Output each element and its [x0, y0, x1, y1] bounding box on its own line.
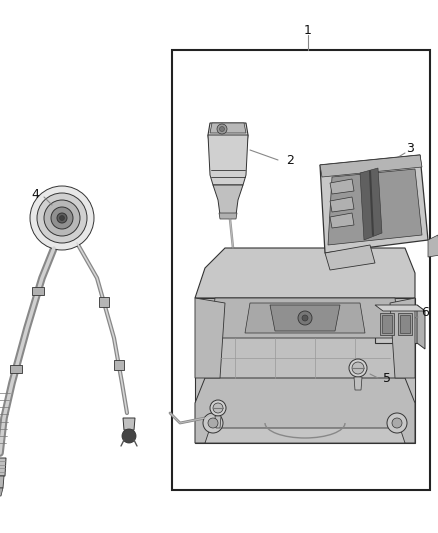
Circle shape: [392, 418, 402, 428]
Polygon shape: [0, 476, 4, 488]
Bar: [114, 360, 124, 370]
Polygon shape: [0, 458, 6, 476]
Bar: [172, 50, 430, 490]
Polygon shape: [354, 377, 362, 390]
Polygon shape: [123, 418, 135, 430]
Polygon shape: [325, 245, 375, 270]
Circle shape: [122, 429, 136, 443]
Polygon shape: [375, 305, 425, 311]
Text: 1: 1: [304, 23, 312, 36]
Text: 5: 5: [383, 372, 391, 384]
Circle shape: [219, 126, 225, 132]
Circle shape: [349, 359, 367, 377]
Polygon shape: [208, 135, 248, 185]
Polygon shape: [330, 197, 354, 212]
Polygon shape: [330, 179, 354, 194]
Polygon shape: [270, 305, 340, 331]
Bar: [32, 287, 44, 295]
Circle shape: [203, 413, 223, 433]
Polygon shape: [0, 488, 3, 496]
Polygon shape: [195, 248, 415, 298]
Bar: [398, 313, 412, 335]
Circle shape: [57, 213, 67, 223]
Polygon shape: [195, 298, 415, 443]
Polygon shape: [375, 305, 417, 343]
Circle shape: [37, 193, 87, 243]
Polygon shape: [330, 213, 354, 228]
Polygon shape: [417, 305, 425, 349]
Bar: [382, 315, 392, 333]
Polygon shape: [320, 155, 422, 177]
Circle shape: [302, 315, 308, 321]
Circle shape: [51, 207, 73, 229]
Circle shape: [210, 400, 226, 416]
Polygon shape: [320, 155, 428, 253]
Polygon shape: [208, 123, 248, 160]
Polygon shape: [210, 123, 246, 133]
Bar: [99, 297, 109, 307]
Circle shape: [213, 403, 223, 413]
Text: 3: 3: [406, 141, 414, 155]
Text: 4: 4: [31, 189, 39, 201]
Polygon shape: [195, 378, 415, 443]
Text: 2: 2: [286, 154, 294, 166]
Polygon shape: [428, 235, 438, 257]
Circle shape: [217, 124, 227, 134]
Circle shape: [298, 311, 312, 325]
Circle shape: [30, 186, 94, 250]
Polygon shape: [215, 416, 221, 428]
Polygon shape: [205, 428, 405, 443]
Bar: [380, 313, 394, 335]
Polygon shape: [195, 298, 225, 378]
Text: 6: 6: [421, 306, 429, 319]
Circle shape: [352, 362, 364, 374]
Bar: [400, 315, 410, 333]
Circle shape: [208, 418, 218, 428]
Polygon shape: [390, 298, 415, 378]
Polygon shape: [213, 185, 243, 215]
Polygon shape: [219, 213, 237, 219]
Bar: [10, 365, 22, 373]
Polygon shape: [360, 168, 382, 240]
Circle shape: [387, 413, 407, 433]
Circle shape: [60, 215, 64, 221]
Polygon shape: [210, 298, 400, 338]
Circle shape: [44, 200, 80, 236]
Polygon shape: [245, 303, 365, 333]
Polygon shape: [328, 169, 422, 245]
